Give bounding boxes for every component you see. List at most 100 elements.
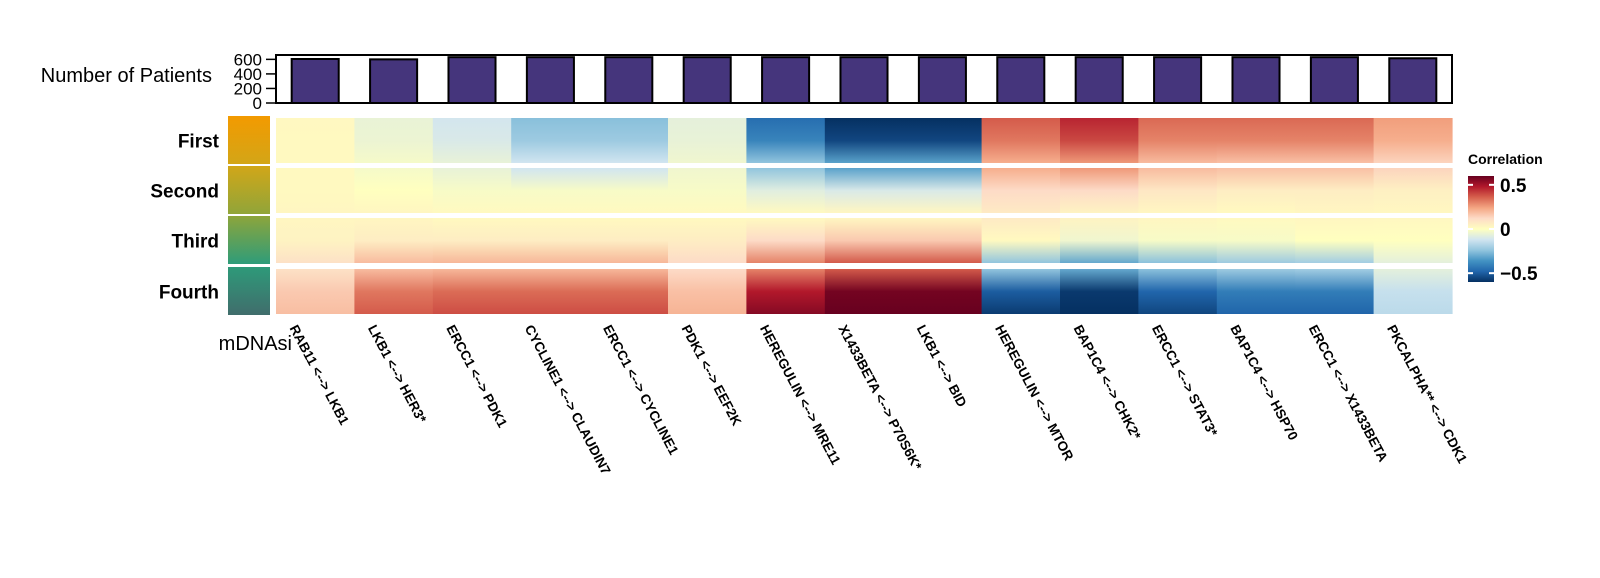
heatmap-cells (276, 118, 1453, 314)
row-annotation-block (228, 116, 270, 164)
row-labels: First Second Third Fourth (150, 132, 219, 304)
column-label: HEREGULIN <--> MTOR (992, 322, 1076, 463)
heatmap-cell (981, 218, 1061, 263)
heatmap-cell (1060, 168, 1139, 213)
heatmap-cell (1216, 118, 1296, 163)
row-label: Fourth (159, 283, 219, 304)
heatmap-cell (824, 218, 904, 263)
heatmap-cell (511, 168, 591, 213)
heatmap-cell (903, 168, 983, 213)
legend-tick-label: 0 (1500, 220, 1511, 241)
row-label: Third (172, 232, 220, 253)
patient-count-bar (447, 56, 497, 104)
patient-count-bar (839, 56, 889, 104)
heatmap-cell (589, 168, 669, 213)
heatmap-cell (824, 269, 904, 314)
patient-count-bar (1231, 56, 1281, 104)
heatmap-cell (276, 118, 355, 163)
heatmap-cell (746, 269, 826, 314)
heatmap-cell (432, 218, 512, 263)
column-label: PDK1 <--> EEF2K (679, 322, 745, 428)
color-legend: Correlation 0.5 0 −0.5 (1468, 151, 1543, 285)
patient-count-bar (917, 56, 967, 104)
heatmap-cell (1295, 269, 1375, 314)
bar-y-tick-label: 400 (234, 65, 262, 84)
heatmap-cell (354, 168, 434, 213)
heatmap-cell (432, 269, 512, 314)
bar-y-tick-label: 600 (234, 50, 262, 69)
patient-count-bar (1388, 57, 1438, 104)
heatmap-cell (276, 218, 355, 263)
heatmap-cell (354, 218, 434, 263)
column-labels: RAB11 <--> LKB1 LKB1 <--> HER3* ERCC1 <-->… (287, 322, 1471, 477)
heatmap-cell (1138, 168, 1218, 213)
heatmap-cell (1295, 168, 1375, 213)
heatmap-cell (903, 118, 983, 163)
row-label: Second (150, 182, 219, 203)
heatmap-cell (668, 118, 747, 163)
bar-series (290, 56, 1438, 104)
heatmap-cell (1060, 218, 1139, 263)
heatmap-cell (668, 269, 747, 314)
bar-panel-label: Number of Patients (41, 65, 212, 87)
patient-count-bar (525, 56, 575, 104)
heatmap-cell (354, 269, 434, 314)
heatmap-cell (511, 118, 591, 163)
column-label: ERCC1 <--> STAT3* (1149, 322, 1221, 439)
patient-count-bar (761, 56, 811, 104)
column-label: LKB1 <--> HER3* (365, 322, 430, 426)
legend-ticks: 0.5 0 −0.5 (1468, 176, 1538, 285)
heatmap-cell (354, 118, 434, 163)
heatmap-cell (824, 118, 904, 163)
heatmap-cell (276, 269, 355, 314)
patient-count-bar (1309, 56, 1359, 104)
patient-count-bar (290, 58, 340, 104)
heatmap-cell (903, 269, 983, 314)
heatmap-cell (511, 218, 591, 263)
heatmap-cell (981, 269, 1061, 314)
bar-panel-frame (275, 54, 1453, 104)
heatmap-cell (746, 168, 826, 213)
bar-y-tick-label: 200 (234, 79, 262, 98)
row-annotation-block (228, 166, 270, 214)
heatmap-cell (589, 218, 669, 263)
legend-tick-label: −0.5 (1500, 264, 1538, 285)
heatmap-cell (1138, 118, 1218, 163)
column-label: CYCLINE1 <--> CLAUDIN7 (522, 322, 614, 477)
heatmap-cell (432, 168, 512, 213)
row-annotation (228, 116, 270, 315)
column-label: HEREGULIN <--> MRE11 (757, 322, 844, 467)
heatmap-cell (668, 218, 747, 263)
column-label: LKB1 <--> BID (914, 322, 970, 409)
heatmap-cell (1138, 218, 1218, 263)
heatmap-cell (1373, 269, 1453, 314)
heatmap-cell (511, 269, 591, 314)
column-label: BAP1C4 <--> HSP70 (1227, 322, 1300, 442)
heatmap-cell (1373, 218, 1453, 263)
bar-y-tick-label: 0 (253, 94, 262, 113)
patient-count-bar (682, 56, 732, 104)
column-label: X1433BETA <--> P70S6K* (835, 322, 925, 473)
patient-count-bar (1153, 56, 1203, 104)
heatmap-cell (1373, 118, 1453, 163)
column-label: PKCALPHA** <--> CDK1 (1384, 322, 1470, 466)
heatmap-cell (746, 118, 826, 163)
row-annotation-block (228, 216, 270, 264)
legend-title: Correlation (1468, 151, 1543, 167)
heatmap-cell (589, 118, 669, 163)
patient-count-bar (604, 56, 654, 104)
heatmap-cell (903, 218, 983, 263)
heatmap-cell (1373, 168, 1453, 213)
heatmap-cell (1216, 168, 1296, 213)
row-axis-label: mDNAsi (219, 333, 292, 355)
column-label: ERCC1 <--> X1433BETA (1306, 322, 1391, 464)
heatmap-cell (746, 218, 826, 263)
heatmap-cell (824, 168, 904, 213)
patient-count-bar (1074, 56, 1124, 104)
heatmap-cell (1216, 269, 1296, 314)
heatmap-cell (1138, 269, 1218, 314)
column-label: ERCC1 <--> PDK1 (443, 322, 510, 430)
